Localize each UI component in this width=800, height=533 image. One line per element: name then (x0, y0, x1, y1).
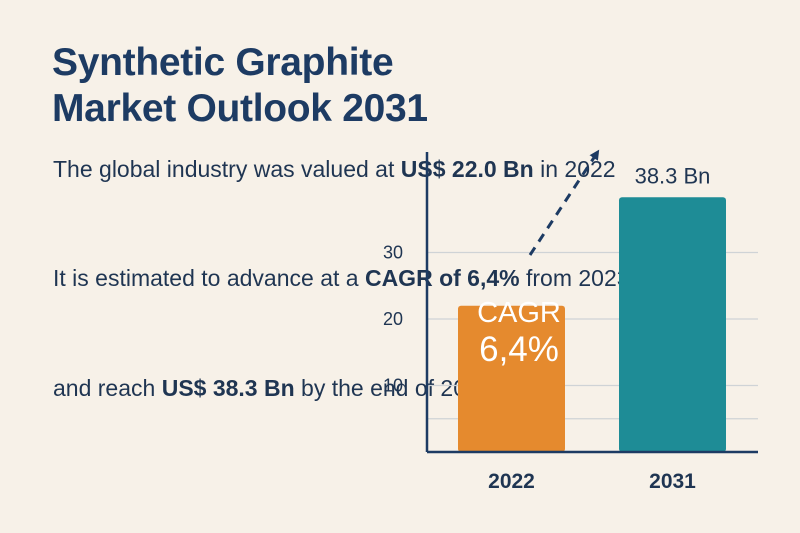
data-label: 38.3 Bn (635, 163, 711, 188)
paragraph-industry-value: The global industry was valued at US$ 22… (53, 154, 616, 184)
p2-value: CAGR of 6,4% (364, 265, 520, 291)
p3-value: US$ 38.3 Bn (161, 375, 295, 401)
x-tick-label: 2031 (649, 470, 696, 493)
p3-pre: and reach (53, 375, 162, 401)
title-line-2: Market Outlook 2031 (52, 87, 428, 130)
p1-value: US$ 22.0 Bn (400, 156, 534, 182)
trend-arrow (528, 149, 600, 256)
y-axis-ticks: 10 20 30 (383, 243, 403, 396)
bar-2031 (619, 197, 726, 452)
bar-2022 (458, 305, 565, 452)
p1-post: in 2022 (533, 156, 616, 182)
p2-pre: It is estimated to advance at a (53, 265, 365, 291)
y-tick-label: 20 (383, 309, 403, 329)
y-tick-label: 10 (383, 376, 403, 396)
x-tick-label: 2022 (488, 470, 535, 493)
page-title: Synthetic Graphite Market Outlook 2031 (52, 40, 428, 132)
y-tick-label: 30 (383, 243, 403, 263)
cagr-label: CAGR (477, 297, 561, 329)
p1-pre: The global industry was valued at (53, 156, 401, 182)
bars: 2022 2031 38.3 Bn (458, 163, 726, 493)
cagr-value: 6,4% (479, 330, 559, 369)
title-line-1: Synthetic Graphite (52, 41, 394, 84)
